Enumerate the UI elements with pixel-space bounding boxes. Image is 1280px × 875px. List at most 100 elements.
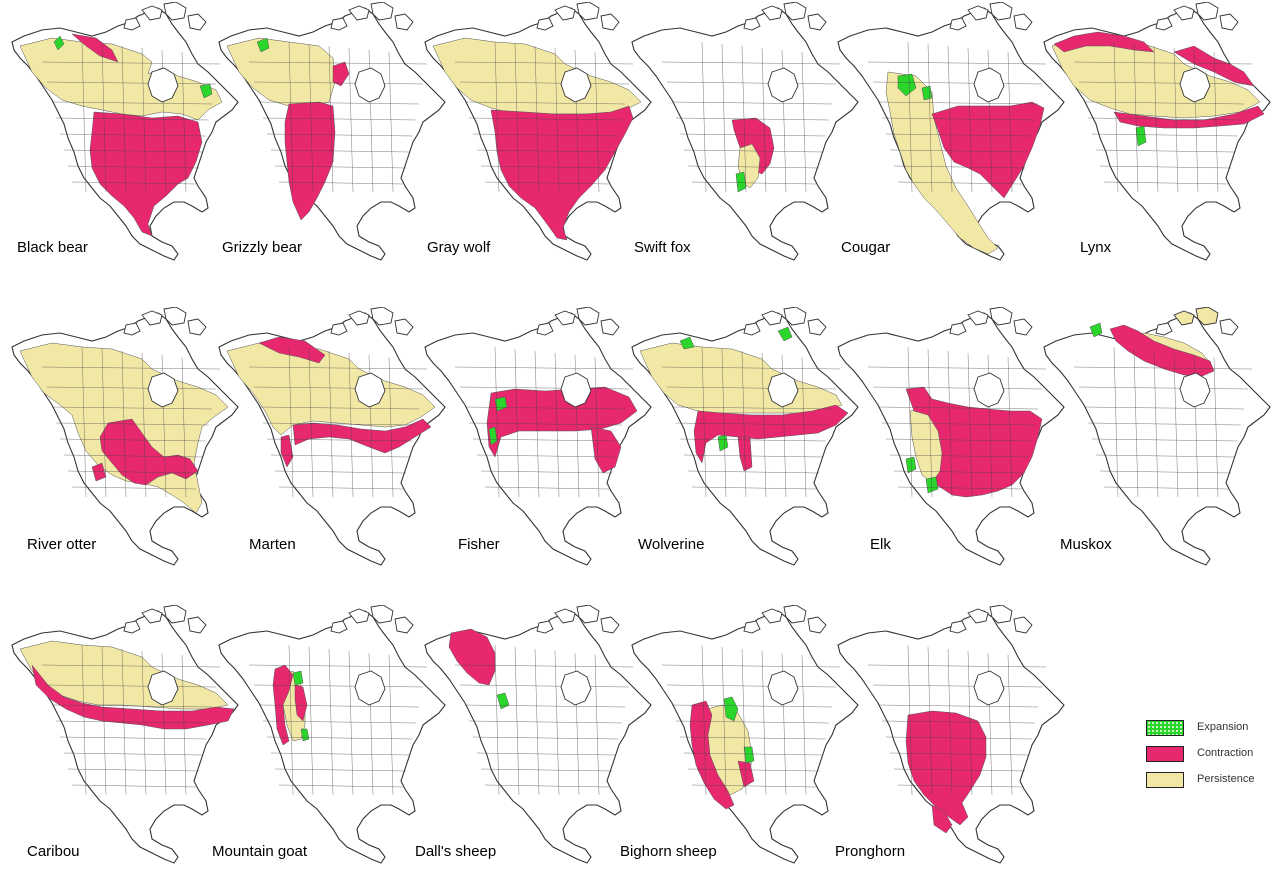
range-persistence-0 bbox=[19, 37, 223, 121]
map-label-grizzly-bear: Grizzly bear bbox=[222, 239, 303, 256]
map-panel-pronghorn bbox=[828, 604, 1068, 870]
arctic-island bbox=[141, 608, 163, 624]
arctic-island bbox=[576, 1, 600, 21]
arctic-island bbox=[1155, 17, 1173, 31]
arctic-island bbox=[761, 5, 783, 21]
state-borders bbox=[248, 41, 428, 193]
arctic-island bbox=[783, 306, 807, 326]
map-label-bighorn-sheep: Bighorn sheep bbox=[620, 843, 717, 860]
hudson-bay bbox=[973, 372, 1005, 408]
arctic-island bbox=[807, 318, 827, 336]
hudson-bay bbox=[973, 670, 1005, 706]
arctic-island bbox=[141, 5, 163, 21]
range-contraction-2 bbox=[292, 418, 432, 454]
arctic-island bbox=[370, 306, 394, 326]
legend-label-expansion: Expansion bbox=[1197, 721, 1249, 733]
map-panel-caribou bbox=[2, 604, 242, 870]
arctic-island bbox=[187, 13, 207, 31]
range-contraction-1 bbox=[332, 61, 350, 87]
range-contraction-1 bbox=[905, 386, 1043, 498]
arctic-island bbox=[330, 17, 348, 31]
range-contraction-1 bbox=[905, 710, 987, 826]
range-expansion-4 bbox=[777, 326, 793, 342]
hudson-bay bbox=[767, 372, 799, 408]
hudson-bay bbox=[354, 670, 386, 706]
legend-swatch-expansion bbox=[1146, 720, 1184, 736]
map-label-cougar: Cougar bbox=[841, 239, 891, 256]
map-label-river-otter: River otter bbox=[27, 536, 97, 553]
state-borders bbox=[867, 346, 1047, 498]
arctic-island bbox=[1173, 5, 1195, 21]
map-label-dalls-sheep: Dall's sheep bbox=[415, 843, 497, 860]
hudson-bay bbox=[560, 67, 592, 103]
state-borders bbox=[41, 41, 221, 193]
map-panel-fisher bbox=[415, 306, 655, 572]
arctic-island bbox=[807, 13, 827, 31]
map-panel-river-otter bbox=[2, 306, 242, 572]
arctic-island bbox=[989, 306, 1013, 326]
range-contraction-2 bbox=[590, 426, 622, 474]
map-fisher bbox=[424, 306, 652, 566]
hudson-bay bbox=[1179, 372, 1211, 408]
arctic-island bbox=[743, 620, 761, 634]
range-contraction-1 bbox=[1109, 324, 1215, 378]
map-label-caribou: Caribou bbox=[27, 843, 80, 860]
arctic-island bbox=[348, 310, 370, 326]
map-label-marten: Marten bbox=[249, 536, 296, 553]
map-panel-gray-wolf bbox=[415, 1, 655, 267]
range-contraction-1 bbox=[258, 336, 326, 364]
arctic-island bbox=[536, 620, 554, 634]
continent-outline bbox=[424, 312, 652, 566]
arctic-island bbox=[123, 17, 141, 31]
map-panel-wolverine bbox=[622, 306, 862, 572]
arctic-island bbox=[807, 616, 827, 634]
range-expansion-3 bbox=[679, 336, 695, 350]
map-marten bbox=[218, 306, 446, 566]
hudson-bay bbox=[147, 67, 179, 103]
legend-swatch-contraction bbox=[1146, 746, 1184, 762]
hudson-bay bbox=[147, 670, 179, 706]
map-label-mountain-goat: Mountain goat bbox=[212, 843, 308, 860]
map-label-swift-fox: Swift fox bbox=[634, 239, 691, 256]
arctic-island bbox=[743, 322, 761, 336]
arctic-island bbox=[743, 17, 761, 31]
range-expansion-3 bbox=[292, 670, 304, 686]
state-borders bbox=[454, 346, 634, 498]
state-borders bbox=[248, 644, 428, 796]
map-label-pronghorn: Pronghorn bbox=[835, 843, 906, 860]
arctic-island bbox=[783, 604, 807, 624]
state-borders bbox=[41, 644, 221, 796]
range-expansion-4 bbox=[300, 728, 310, 742]
map-cougar bbox=[837, 1, 1065, 261]
range-expansion-4 bbox=[488, 426, 498, 446]
arctic-island bbox=[783, 1, 807, 21]
arctic-island bbox=[949, 620, 967, 634]
arctic-island bbox=[1173, 310, 1195, 326]
range-persistence-0 bbox=[1051, 37, 1261, 119]
arctic-island bbox=[123, 322, 141, 336]
arctic-island bbox=[554, 310, 576, 326]
state-borders bbox=[867, 41, 1047, 193]
arctic-island bbox=[348, 5, 370, 21]
map-panel-elk bbox=[828, 306, 1068, 572]
range-expansion-3 bbox=[925, 476, 939, 494]
arctic-island bbox=[348, 608, 370, 624]
arctic-island bbox=[967, 310, 989, 326]
range-persistence-0 bbox=[885, 71, 999, 255]
map-panel-lynx bbox=[1034, 1, 1274, 267]
legend-item-expansion: Expansion bbox=[1140, 718, 1270, 740]
map-panel-bighorn-sheep bbox=[622, 604, 862, 870]
arctic-island bbox=[187, 318, 207, 336]
map-panel-black-bear bbox=[2, 1, 242, 267]
range-expansion-2 bbox=[1089, 322, 1103, 338]
legend-item-persistence: Persistence bbox=[1140, 770, 1270, 792]
hudson-bay bbox=[560, 372, 592, 408]
continent-outline bbox=[218, 610, 446, 864]
map-muskox bbox=[1043, 306, 1271, 566]
arctic-island bbox=[967, 5, 989, 21]
map-river-otter bbox=[11, 306, 239, 566]
range-expansion-4 bbox=[743, 746, 755, 764]
map-pronghorn bbox=[837, 604, 1065, 864]
state-borders bbox=[661, 346, 841, 498]
arctic-island bbox=[163, 306, 187, 326]
